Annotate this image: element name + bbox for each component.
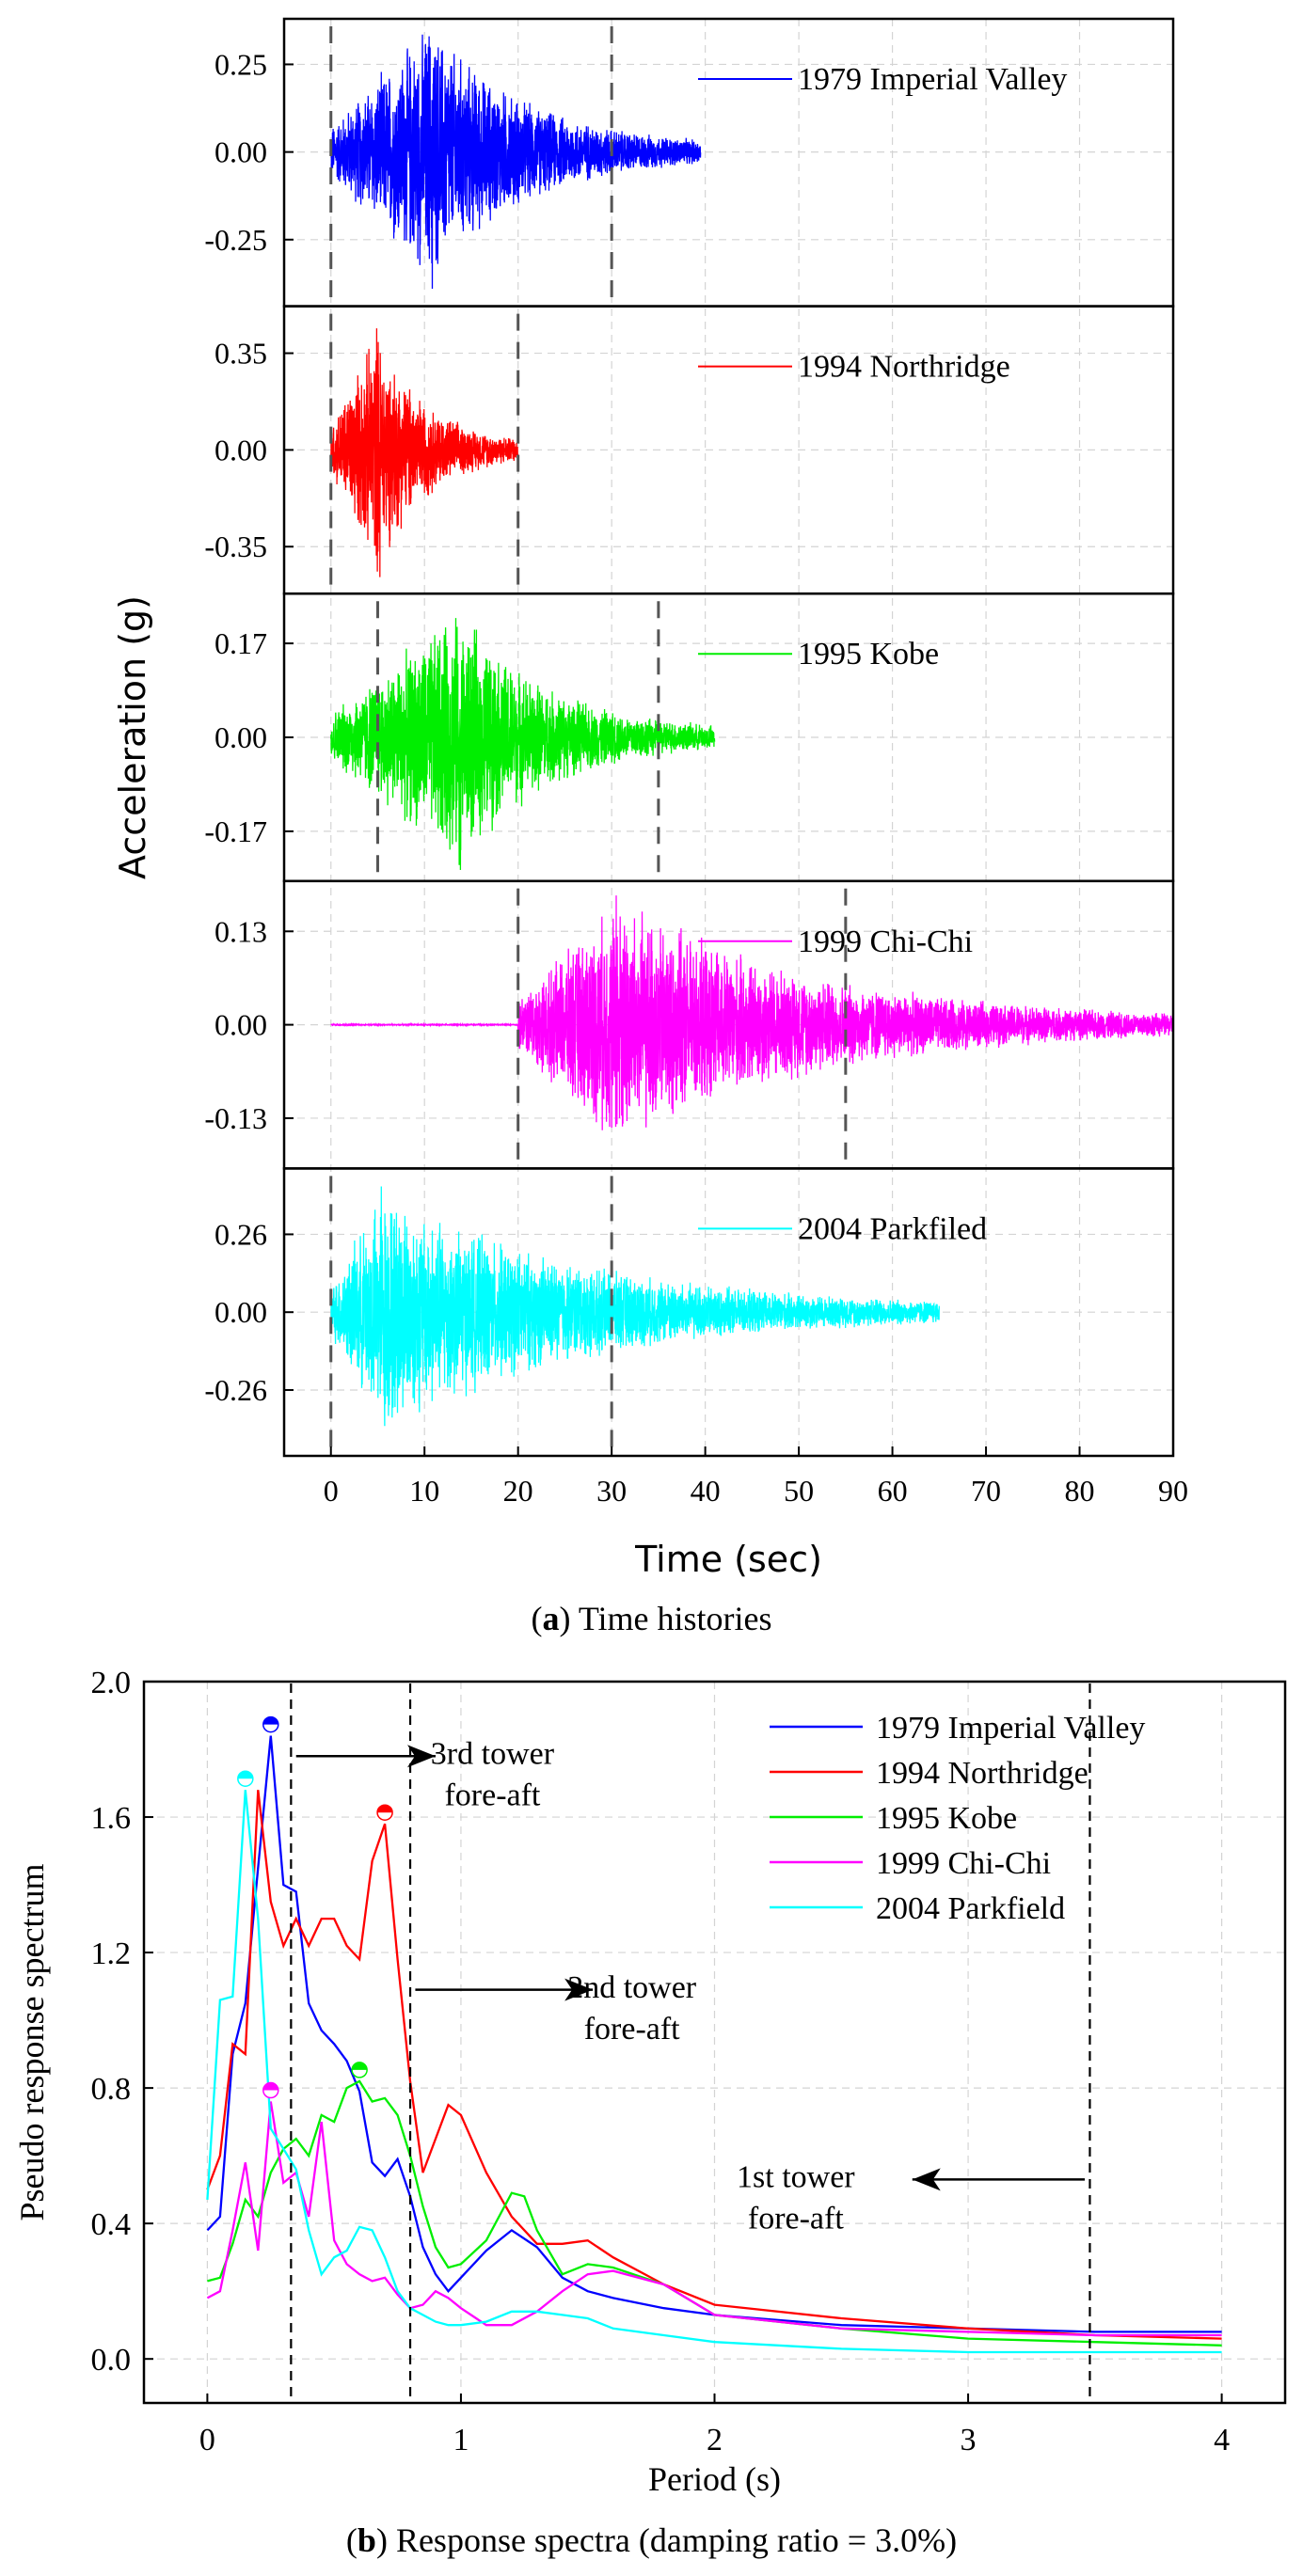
- x-tick-label: 90: [1158, 1474, 1188, 1508]
- annotation-text: fore-aft: [584, 2012, 680, 2047]
- y-tick-label: 1.6: [91, 1801, 132, 1836]
- y-tick-label: 0.00: [215, 1295, 267, 1329]
- series-trace-4: [330, 1186, 940, 1427]
- legend-label-3: 1999 Chi-Chi: [798, 925, 973, 959]
- peak-marker-4: [237, 1770, 254, 1787]
- chart-time-histories: 0.25 0.00 -0.25 1979 Imperial Valley 0.35 0.0…: [112, 17, 1188, 1580]
- y-tick-label: -0.35: [204, 529, 267, 563]
- x-tick-label: 30: [596, 1474, 627, 1508]
- y-tick-label: 0.4: [91, 2207, 132, 2242]
- x-tick-label: 1: [453, 2423, 469, 2457]
- x-tick-label: 20: [503, 1474, 533, 1508]
- x-tick-label: 10: [409, 1474, 439, 1508]
- peak-marker-fill: [262, 2082, 278, 2091]
- caption-a: (a) Time histories: [531, 1600, 772, 1637]
- caption-b-text: Response spectra (damping ratio = 3.0%): [395, 2521, 958, 2559]
- y-tick-label: -0.13: [204, 1101, 267, 1135]
- peak-marker-3: [262, 2081, 279, 2099]
- annotation-1: 2nd tower fore-aft: [415, 1970, 697, 2047]
- y-axis-label: Pseudo response spectrum: [13, 1864, 51, 2221]
- x-tick-label: 70: [971, 1474, 1001, 1508]
- caption-b-letter: b: [357, 2521, 376, 2559]
- y-tick-label: -0.26: [204, 1373, 267, 1407]
- legend-label-3: 1999 Chi-Chi: [876, 1846, 1051, 1881]
- x-tick-label: 60: [878, 1474, 908, 1508]
- annotation-text: fore-aft: [748, 2202, 844, 2236]
- y-tick-label: 1.2: [91, 1936, 132, 1971]
- x-tick-label: 2: [707, 2423, 723, 2457]
- peak-marker-fill: [352, 2062, 368, 2070]
- series-trace-1: [330, 328, 519, 577]
- annotation-text: 3rd tower: [431, 1737, 555, 1772]
- subplot-3: 0.13 0.00 -0.13 1999 Chi-Chi: [204, 879, 1175, 1170]
- series-trace-0: [330, 34, 702, 290]
- subplot-frame: [282, 1167, 1175, 1458]
- peak-marker-fill: [237, 1771, 253, 1779]
- annotation-text: 1st tower: [737, 2160, 855, 2195]
- annotation-arrow-head: [564, 1978, 594, 2001]
- y-tick-label: 0.17: [215, 626, 267, 660]
- x-axis-label: Time (sec): [634, 1539, 822, 1580]
- y-tick-label: 0.00: [215, 1008, 267, 1042]
- caption-a-text: Time histories: [578, 1600, 772, 1637]
- y-tick-label: 0.00: [215, 433, 267, 466]
- legend-label-4: 2004 Parkfiled: [798, 1211, 987, 1246]
- peak-marker-fill: [377, 1805, 393, 1813]
- peak-marker-2: [351, 2062, 368, 2078]
- legend-label-0: 1979 Imperial Valley: [876, 1711, 1145, 1746]
- subplot-2: 0.17 0.00 -0.17 1995 Kobe: [204, 592, 1175, 883]
- caption-b: (b) Response spectra (damping ratio = 3.…: [345, 2521, 958, 2559]
- x-tick-label: 40: [691, 1474, 721, 1508]
- y-tick-label: 0.13: [215, 914, 267, 948]
- plot-frame: [142, 1680, 1287, 2405]
- y-tick-label: 0.00: [215, 720, 267, 754]
- peak-marker-0: [262, 1715, 279, 1733]
- y-tick-label: 0.26: [215, 1217, 267, 1251]
- x-tick-label: 0: [199, 2423, 215, 2457]
- series-line-1: [206, 1790, 1222, 2340]
- y-tick-label: 0.8: [91, 2072, 132, 2107]
- caption-a-letter: a: [542, 1600, 560, 1637]
- x-tick-label: 80: [1065, 1474, 1095, 1508]
- subplot-0: 0.25 0.00 -0.25 1979 Imperial Valley: [204, 17, 1175, 308]
- y-tick-label: 2.0: [91, 1666, 132, 1700]
- peak-marker-1: [376, 1804, 393, 1821]
- legend-label-2: 1995 Kobe: [798, 637, 939, 672]
- annotation-text: fore-aft: [444, 1778, 540, 1813]
- annotation-arrow-head: [912, 2168, 941, 2191]
- series-trace-3: [330, 895, 1174, 1130]
- y-tick-label: 0.25: [215, 47, 267, 81]
- chart-response-spectra: 0 1 2 3 4 0.0 0.4 0.8 1.2 1.6 2.0 3rd tower fore-aft…: [13, 1666, 1287, 2498]
- legend-label-1: 1994 Northridge: [876, 1756, 1088, 1791]
- y-tick-label: -0.25: [204, 223, 267, 257]
- series-trace-2: [330, 618, 716, 871]
- x-axis-label: Period (s): [648, 2460, 781, 2498]
- annotation-2: 1st tower fore-aft: [737, 2160, 1086, 2236]
- annotation-arrow-head: [406, 1745, 436, 1768]
- x-tick-label: 50: [784, 1474, 814, 1508]
- peak-marker-fill: [262, 1716, 278, 1725]
- legend-label-2: 1995 Kobe: [876, 1801, 1017, 1836]
- legend-label-1: 1994 Northridge: [798, 350, 1010, 385]
- x-tick-label: 4: [1214, 2423, 1230, 2457]
- y-tick-label: 0.35: [215, 337, 267, 371]
- y-tick-label: -0.17: [204, 814, 267, 848]
- y-axis-label: Acceleration (g): [112, 595, 153, 879]
- annotation-0: 3rd tower fore-aft: [295, 1737, 555, 1813]
- subplot-4: 0.26 0.00 -0.26 2004 Parkfiled: [204, 1167, 1175, 1458]
- y-tick-label: 0.00: [215, 135, 267, 169]
- legend-label-0: 1979 Imperial Valley: [798, 62, 1067, 97]
- x-tick-label: 0: [324, 1474, 339, 1508]
- x-tick-label: 3: [961, 2423, 977, 2457]
- annotation-text: 2nd tower: [567, 1970, 697, 2005]
- y-tick-label: 0.0: [91, 2343, 132, 2378]
- series-line-2: [207, 2079, 1222, 2347]
- legend-label-4: 2004 Parkfield: [876, 1891, 1065, 1926]
- subplot-1: 0.35 0.00 -0.35 1994 Northridge: [204, 305, 1175, 595]
- series-line-0: [206, 1735, 1222, 2333]
